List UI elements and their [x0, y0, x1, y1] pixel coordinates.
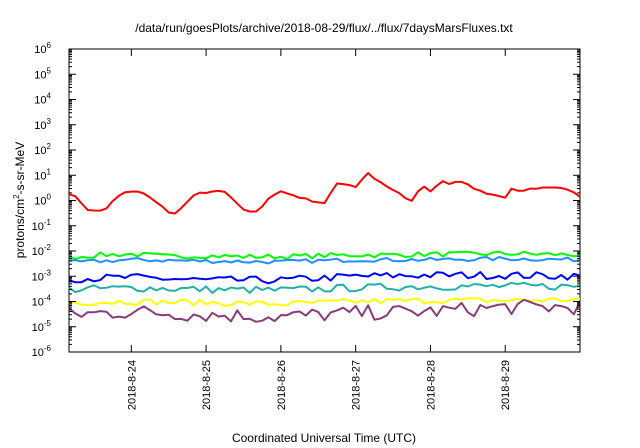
y-tick-label: 101	[34, 167, 51, 182]
series-line-5	[68, 297, 581, 307]
y-tick-label: 105	[34, 66, 51, 81]
x-tick-label: 2018-8-28	[425, 360, 437, 410]
plot-area: 10-6 10-5 10-4 10-3 10-2 10-1 100 101 102 103 104 1…	[32, 41, 581, 410]
y-tick-label: 10-3	[32, 268, 52, 283]
y-axis: 10-6 10-5 10-4 10-3 10-2 10-1 100 101 102 103 104 1…	[32, 41, 580, 359]
series-line-1	[68, 250, 581, 261]
y-tick-label: 106	[34, 41, 51, 56]
x-tick-label: 2018-8-24	[126, 360, 138, 410]
x-tick-label: 2018-8-26	[276, 360, 288, 410]
series-line-6	[68, 298, 581, 323]
x-axis-label: Coordinated Universal Time (UTC)	[232, 431, 416, 445]
series-line-2	[68, 256, 581, 265]
series-line-4	[68, 281, 581, 294]
series-layer	[68, 172, 581, 323]
y-tick-label: 10-6	[32, 344, 52, 359]
y-tick-label: 104	[34, 92, 51, 107]
y-tick-label: 100	[34, 193, 51, 208]
chart-title: /data/run/goesPlots/archive/2018-08-29/f…	[135, 21, 513, 35]
y-tick-label: 102	[34, 142, 51, 157]
y-axis-label: protons/cm2-s-sr-MeV	[12, 142, 27, 258]
x-tick-label: 2018-8-25	[201, 360, 213, 410]
series-line-3	[68, 271, 581, 285]
y-tick-label: 10-5	[32, 319, 52, 334]
x-tick-label: 2018-8-27	[351, 360, 363, 410]
x-axis: 2018-8-24 2018-8-25 2018-8-26 2018-8-27 2018…	[126, 49, 512, 410]
y-tick-label: 10-2	[32, 243, 52, 258]
y-tick-label: 10-4	[32, 294, 52, 309]
series-line-0	[68, 172, 581, 215]
y-tick-label: 103	[34, 117, 51, 132]
y-tick-label: 10-1	[32, 218, 52, 233]
x-tick-label: 2018-8-29	[500, 360, 512, 410]
